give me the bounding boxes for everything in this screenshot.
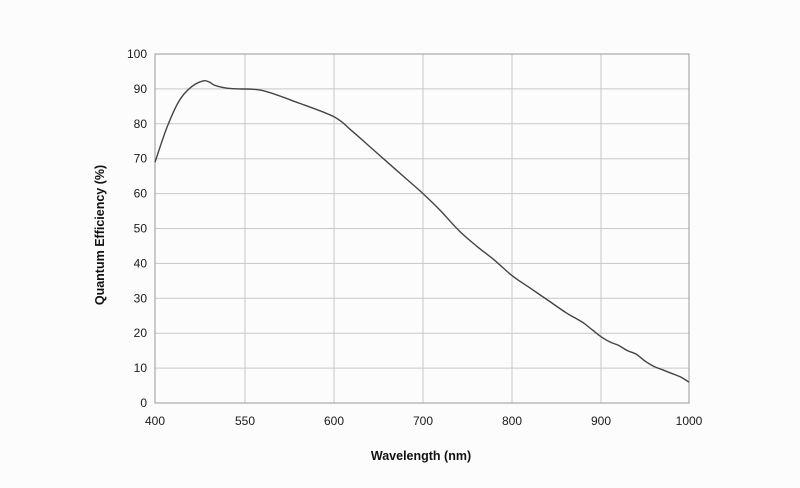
y-tick-label: 50 bbox=[134, 222, 148, 236]
y-tick-label: 20 bbox=[134, 326, 148, 340]
y-tick-label: 30 bbox=[134, 291, 148, 305]
x-axis-ticks: 400 550 600 700 800 900 1000 bbox=[145, 414, 703, 428]
x-tick-label: 700 bbox=[413, 414, 433, 428]
y-tick-label: 70 bbox=[134, 152, 148, 166]
y-tick-label: 40 bbox=[134, 256, 148, 270]
y-tick-label: 60 bbox=[134, 187, 148, 201]
y-tick-label: 80 bbox=[134, 117, 148, 131]
series-line bbox=[154, 79, 690, 383]
plot-frame bbox=[154, 53, 690, 404]
y-tick-label: 10 bbox=[134, 361, 148, 375]
y-tick-label: 0 bbox=[140, 396, 147, 410]
x-tick-label: 900 bbox=[591, 414, 611, 428]
y-axis-title: Quantum Efficiency (%) bbox=[93, 165, 107, 305]
y-tick-label: 100 bbox=[127, 47, 147, 61]
y-tick-label: 90 bbox=[134, 82, 148, 96]
x-tick-label: 400 bbox=[145, 414, 165, 428]
y-axis-ticks: 0 10 20 30 40 50 60 70 80 90 100 bbox=[127, 47, 147, 410]
x-tick-label: 600 bbox=[324, 414, 344, 428]
x-tick-label: 550 bbox=[235, 414, 255, 428]
grid bbox=[155, 54, 689, 403]
x-axis-title: Wavelength (nm) bbox=[371, 449, 471, 463]
x-tick-label: 1000 bbox=[676, 414, 703, 428]
x-tick-label: 800 bbox=[502, 414, 522, 428]
